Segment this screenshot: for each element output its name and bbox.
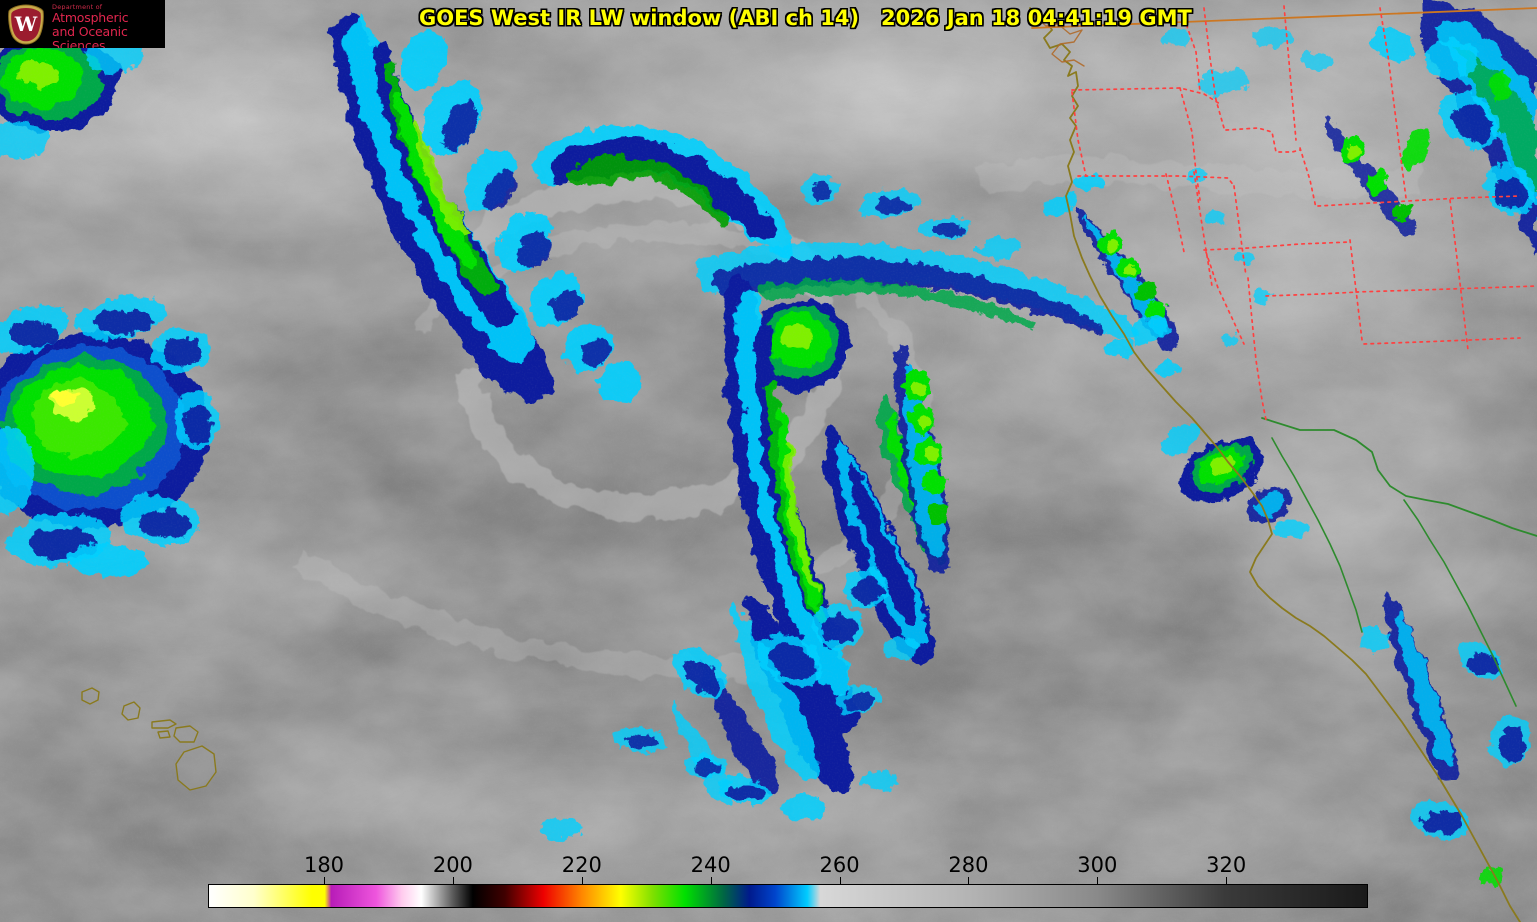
map-overlay <box>81 5 1537 922</box>
border-us-canada <box>1031 7 1537 29</box>
island-oahu <box>121 701 141 721</box>
island-maui <box>173 725 199 743</box>
island-molokai <box>151 719 177 729</box>
coastline-puget-sound <box>1029 11 1085 67</box>
uw-aos-logo: W Department of Atmospheric and Oceanic … <box>0 0 165 48</box>
page-title: GOES West IR LW window (ABI ch 14) 2026 … <box>419 6 1192 30</box>
border-us-mexico <box>1261 417 1537 537</box>
island-kauai <box>81 687 100 705</box>
hawaiian-islands <box>81 687 217 791</box>
uw-crest-icon: W <box>8 4 44 45</box>
island-lanai <box>157 730 171 739</box>
logo-line-1: Atmospheric <box>52 10 129 25</box>
coastline-mexico-mainland <box>1403 499 1517 707</box>
island-hawaii <box>175 745 217 791</box>
svg-text:W: W <box>14 12 38 36</box>
coastline-baja <box>1271 437 1363 633</box>
logo-department-line: Department of <box>52 3 103 11</box>
state-borders <box>1071 5 1537 421</box>
logo-line-2: and Oceanic Sciences <box>52 24 128 49</box>
coastline-us-west <box>1029 7 1521 922</box>
